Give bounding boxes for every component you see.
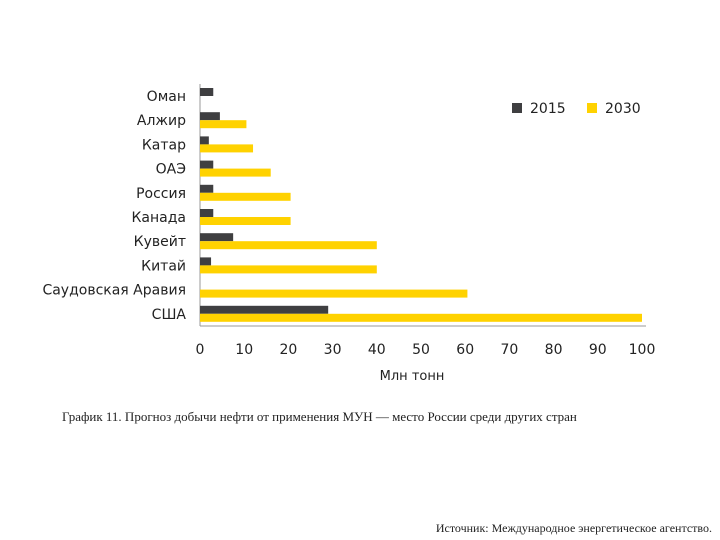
legend-label: 2015 <box>530 101 566 117</box>
x-tick-label: 70 <box>500 342 518 358</box>
x-tick-label: 20 <box>279 342 297 358</box>
x-tick-label: 40 <box>368 342 386 358</box>
bar-2030 <box>200 144 254 153</box>
bar-2030 <box>200 289 468 298</box>
category-label: США <box>152 307 187 323</box>
x-tick-label: 50 <box>412 342 430 358</box>
bar-2015 <box>200 160 214 169</box>
category-label: Россия <box>136 186 186 202</box>
x-tick-label: 100 <box>629 342 656 358</box>
bar-2015 <box>200 233 234 242</box>
x-tick-label: 0 <box>196 342 205 358</box>
category-label: Китай <box>141 258 186 274</box>
category-label: Кувейт <box>134 234 186 250</box>
legend-swatch-2015 <box>512 103 522 113</box>
x-tick-label: 80 <box>545 342 563 358</box>
bar-2015 <box>200 257 212 266</box>
bar-2015 <box>200 184 214 193</box>
category-label: Канада <box>131 210 186 226</box>
chart-caption: График 11. Прогноз добычи нефти от приме… <box>62 409 577 424</box>
legend-label: 2030 <box>605 101 641 117</box>
bar-2030 <box>200 265 377 274</box>
bar-2030 <box>200 192 291 201</box>
x-axis-title: Млн тонн <box>380 369 445 384</box>
bar-2015 <box>200 88 214 96</box>
x-tick-label: 10 <box>235 342 253 358</box>
bar-2030 <box>200 120 247 129</box>
bar-2030 <box>200 241 377 250</box>
category-label: Катар <box>142 137 186 153</box>
legend-swatch-2030 <box>587 103 597 113</box>
bar-2030 <box>200 313 642 322</box>
bar-chart: Оман Алжир Катар ОАЭ Россия Канада Кувейт Китай… <box>42 84 656 384</box>
category-label: Саудовская Аравия <box>42 283 186 299</box>
category-label: Алжир <box>137 113 186 129</box>
bar-2015 <box>200 136 209 145</box>
bar-2030 <box>200 168 271 177</box>
x-tick-label: 90 <box>589 342 607 358</box>
source-note: Источник: Международное энергетическое а… <box>435 521 712 535</box>
bar-2015 <box>200 209 214 217</box>
bar-2015 <box>200 112 220 121</box>
x-tick-label: 60 <box>456 342 474 358</box>
bar-2015 <box>200 305 329 314</box>
category-label: ОАЭ <box>156 162 186 178</box>
x-tick-label: 30 <box>324 342 342 358</box>
category-label: Оман <box>147 89 186 105</box>
bar-2030 <box>200 217 291 225</box>
